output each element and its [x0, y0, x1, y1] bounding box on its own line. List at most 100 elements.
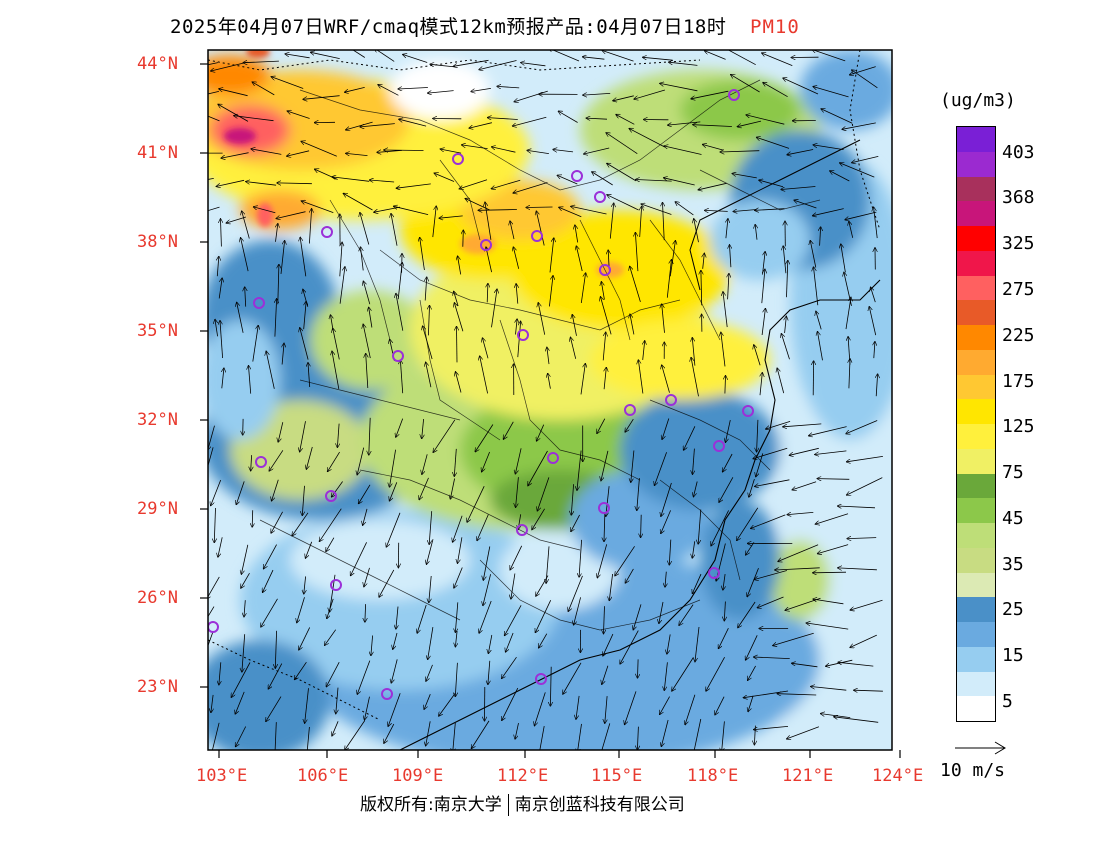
- wind-arrow: [775, 567, 820, 570]
- wind-arrow: [454, 59, 489, 66]
- wind-arrow: [430, 64, 455, 68]
- wind-arrow: [615, 546, 635, 575]
- wind-arrow: [638, 659, 639, 677]
- wind-arrow: [302, 201, 334, 213]
- wind-arrow: [235, 691, 245, 714]
- wind-arrow: [303, 95, 340, 100]
- wind-arrow: [643, 57, 673, 61]
- colorbar-cell: [957, 226, 995, 251]
- wind-arrow: [403, 55, 428, 63]
- colorbar-cell: [957, 399, 995, 424]
- wind-arrow: [453, 722, 456, 750]
- wind-arrow: [455, 630, 457, 647]
- wind-arrow: [221, 219, 222, 247]
- wind-arrow: [455, 662, 457, 697]
- wind-arrow: [666, 260, 671, 298]
- legend-label: 45: [1002, 508, 1024, 529]
- wind-arrow: [821, 109, 853, 124]
- legend-label: 25: [1002, 599, 1024, 620]
- wind-arrow: [703, 145, 724, 151]
- wind-arrow: [602, 665, 609, 684]
- wind-arrow: [871, 287, 876, 303]
- wind-arrow: [607, 164, 637, 182]
- colorbar-cell: [957, 547, 995, 573]
- wind-arrow: [285, 54, 310, 59]
- wind-arrow: [698, 509, 702, 544]
- wind-arrow: [478, 210, 517, 211]
- wind-arrow: [603, 633, 614, 656]
- colorbar-cell: [957, 696, 995, 721]
- wind-arrow: [778, 544, 819, 562]
- wind-arrow: [609, 203, 613, 239]
- wind-arrow: [660, 83, 698, 92]
- wind-arrow: [249, 366, 251, 394]
- wind-arrow: [785, 317, 787, 334]
- wind-arrow: [454, 303, 464, 332]
- wind-arrow: [211, 479, 222, 506]
- wind-arrow: [766, 421, 791, 429]
- wind-arrow: [579, 539, 582, 577]
- wind-arrow: [847, 538, 877, 539]
- wind-arrow: [306, 541, 313, 558]
- wind-arrow: [630, 267, 641, 303]
- wind-arrow: [469, 122, 492, 128]
- wind-arrow: [208, 115, 220, 122]
- wind-arrow: [527, 150, 549, 154]
- wind-arrow: [703, 254, 705, 269]
- wind-arrow: [336, 687, 338, 714]
- wind-arrow: [234, 116, 274, 122]
- wind-arrow: [761, 309, 765, 336]
- wind-arrow: [812, 50, 846, 62]
- wind-arrow: [715, 696, 725, 715]
- wind-arrow: [601, 450, 609, 481]
- lon-label-124: 124°E: [872, 766, 924, 786]
- wind-arrow: [625, 691, 637, 724]
- wind-arrow: [236, 481, 245, 504]
- wind-arrow: [280, 241, 285, 274]
- wind-arrow: [306, 726, 310, 750]
- wind-arrow: [845, 298, 851, 330]
- wind-arrow: [275, 630, 276, 668]
- wind-arrow: [241, 572, 250, 588]
- colorbar-cell: [957, 349, 995, 375]
- province-boundaries: [259, 79, 821, 631]
- wind-arrow: [463, 230, 464, 247]
- wind-arrow: [419, 477, 429, 500]
- legend-label: 75: [1002, 462, 1024, 483]
- axis-ticks: [200, 63, 901, 758]
- wind-arrow: [602, 332, 606, 361]
- wind-arrow: [777, 694, 817, 695]
- wind-arrow: [726, 219, 728, 239]
- wind-arrow: [723, 292, 728, 328]
- wind-arrow: [815, 450, 847, 455]
- wind-arrow: [302, 485, 304, 516]
- wind-arrow: [754, 570, 788, 580]
- wind-arrow: [662, 418, 670, 440]
- wind-arrow: [282, 344, 284, 365]
- wind-arrow: [669, 62, 698, 66]
- wind-arrow: [630, 314, 635, 335]
- wind-arrow: [643, 341, 645, 360]
- wind-arrow: [208, 62, 218, 66]
- lat-label-35: 35°N: [137, 321, 178, 341]
- wind-arrow: [521, 63, 546, 67]
- wind-arrow: [278, 422, 284, 442]
- wind-arrow: [271, 77, 304, 89]
- wind-arrow: [845, 211, 877, 220]
- wind-arrow: [434, 173, 455, 182]
- wind-arrow: [485, 202, 492, 240]
- wind-arrow: [722, 721, 725, 750]
- wind-arrow: [326, 537, 335, 552]
- wind-arrow: [754, 345, 761, 366]
- wind-arrow: [655, 452, 667, 485]
- wind-arrow: [601, 282, 605, 300]
- wind-arrow: [738, 120, 762, 127]
- wind-arrow: [613, 95, 634, 101]
- wind-arrow: [806, 623, 849, 630]
- lon-label-103: 103°E: [196, 766, 248, 786]
- city-marker: [594, 191, 606, 203]
- wind-arrow: [838, 662, 874, 667]
- wind-arrow: [423, 326, 433, 360]
- wind-arrow: [219, 89, 248, 97]
- wind-arrow: [208, 425, 215, 450]
